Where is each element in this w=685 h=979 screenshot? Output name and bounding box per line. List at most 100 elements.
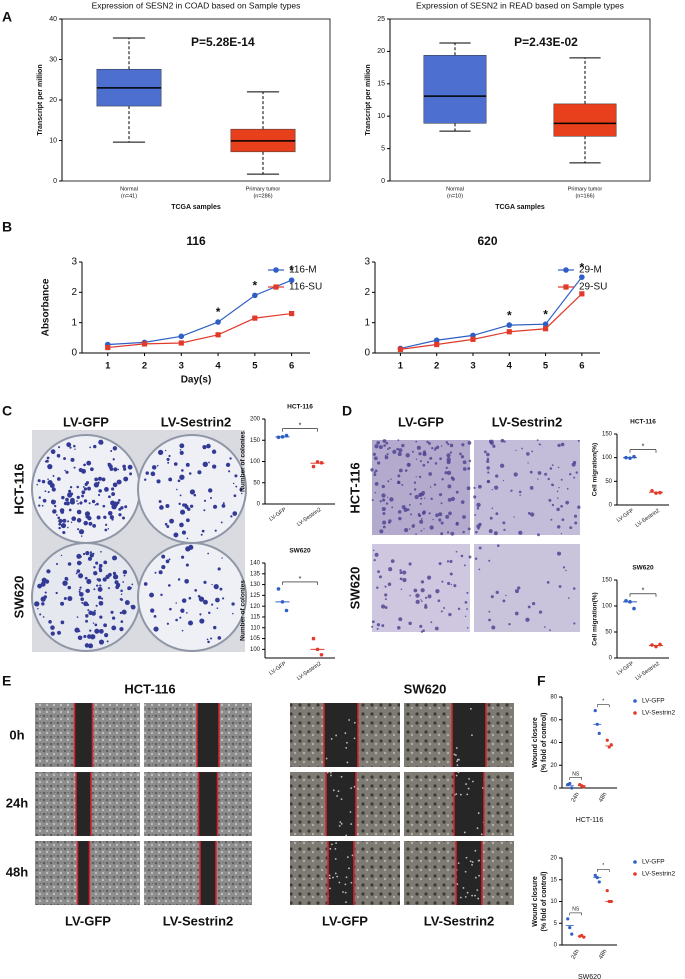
x-tick-label: 2 [142,361,147,372]
colony [80,597,84,601]
colony [73,444,76,448]
cell [377,461,381,465]
colony [220,521,223,524]
colony [98,628,104,634]
cell [488,529,493,534]
point [288,277,295,284]
y-tick-label: 120 [250,604,261,610]
cell [419,502,422,505]
cell [413,488,417,491]
point [215,332,221,338]
colony [70,521,73,524]
cell [575,471,578,474]
cell [410,513,413,516]
colony [111,487,115,491]
x-axis-label: SW620 [578,974,601,979]
colony [92,622,95,624]
colony [109,467,114,471]
colony [173,532,179,538]
colony [81,601,84,604]
significance: NS [572,907,580,913]
colony [55,514,58,516]
cell [447,443,450,446]
wound-gap [328,841,354,905]
colony [225,462,231,468]
colony [83,499,88,503]
cell [556,490,559,493]
colony [76,560,82,566]
colony [93,588,96,591]
cell [546,581,550,584]
colony [113,493,116,495]
cell [411,524,415,528]
cell [476,889,479,891]
cell [398,617,403,622]
legend-label: 29-M [579,265,602,276]
cell [403,507,408,512]
colony [158,499,162,503]
colony [80,555,82,558]
y-tick-label: 130 [250,582,261,588]
cell [419,519,424,524]
colony [167,461,170,464]
colony [116,479,122,485]
cell [495,512,499,516]
cell [572,587,576,590]
significance: * [507,308,512,322]
y-axis-label: Cell migration(%) [592,443,599,496]
cell [439,457,442,461]
column-label: LV-GFP [322,913,368,928]
cell [560,478,563,481]
colony [96,515,101,520]
cell [478,546,482,550]
cell [547,477,550,481]
colony [203,580,207,584]
colony [167,584,171,587]
y-axis-label: Cell migration(%) [592,592,599,645]
cell [561,518,565,522]
cell [531,450,534,453]
cell [348,867,350,870]
colony [98,493,101,497]
colony [117,468,120,471]
colony [85,619,89,623]
cell [401,443,405,448]
point [597,731,601,736]
colony [68,489,72,493]
x-tick-label: 24h [571,949,581,961]
cell [382,520,387,525]
series-line [400,276,583,350]
cell [376,586,379,589]
cell [494,485,499,490]
x-axis-label: Day(s) [181,375,212,386]
colony [199,618,205,624]
colony [108,495,111,499]
cell [495,590,499,595]
cell [527,605,531,609]
colony [179,449,182,451]
y-tick-label: 150 [250,438,261,444]
row-label: HCT-116 [11,463,26,514]
wound-gap [324,703,358,767]
colony [90,467,94,472]
colony [111,492,115,496]
cell [420,518,423,520]
significance: * [602,698,604,704]
cell [467,527,471,531]
significance: * [642,588,645,595]
colony [111,625,117,631]
cell [335,734,338,737]
colony [118,499,121,502]
cell [455,747,458,749]
cell [469,860,472,863]
cell [401,483,404,486]
cell [456,883,459,885]
significance: * [289,263,294,277]
point [593,873,597,878]
colony [103,560,108,565]
colony [202,461,208,467]
cell [453,584,457,588]
cell [461,443,465,447]
cell [455,550,458,553]
x-tick-label: 4 [507,361,513,372]
